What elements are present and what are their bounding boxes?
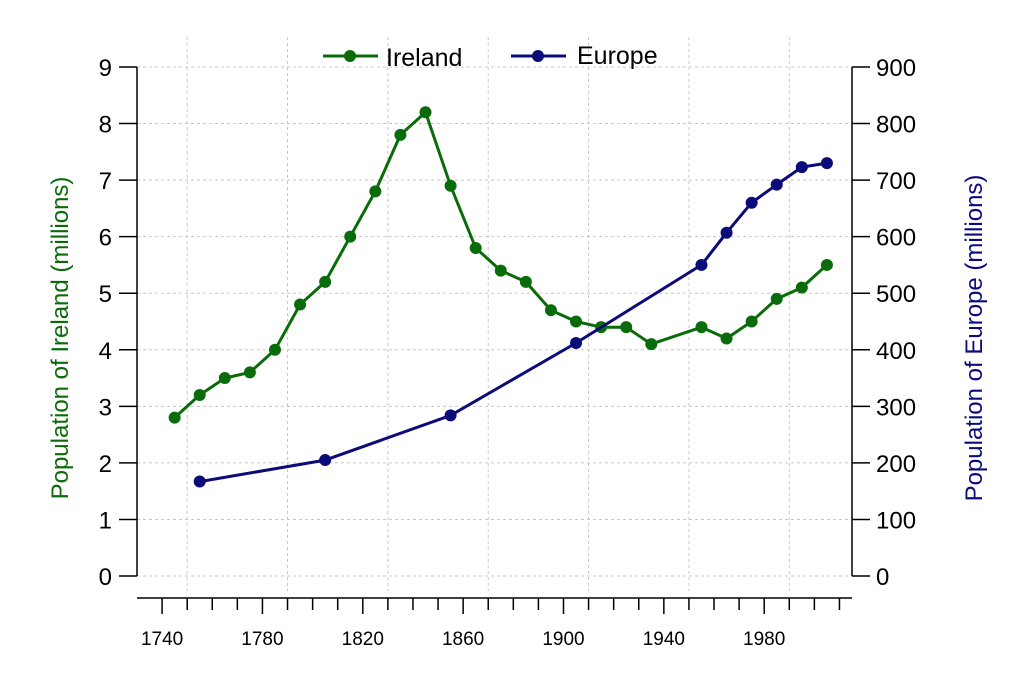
data-point-ireland [494,264,507,277]
data-point-europe [193,475,206,488]
data-point-ireland [193,389,206,402]
left-tick-label: 8 [99,112,112,139]
data-point-ireland [419,106,432,119]
right-axis-title: Population of Europe (millions) [961,175,988,502]
series-line-europe [199,161,828,484]
right-tick-label: 300 [876,394,916,421]
legend-europe-label: Europe [577,42,658,70]
data-point-ireland [620,321,633,334]
data-point-ireland [695,321,708,334]
x-tick-label: 1740 [141,629,183,650]
left-tick-label: 4 [99,338,112,365]
data-point-ireland [770,292,783,305]
left-tick-label: 2 [99,451,112,478]
x-tick-label: 1980 [743,629,785,650]
grid [137,37,852,591]
legend-europe-swatch-marker [532,50,544,62]
x-tick-label: 1780 [241,629,283,650]
legend: Ireland Europe [323,42,658,72]
data-point-ireland [444,179,457,192]
x-tick-label: 1940 [643,629,685,650]
data-point-europe [720,226,733,239]
left-tick-label: 7 [99,168,112,195]
left-tick-label: 3 [99,394,112,421]
right-tick-label: 400 [876,338,916,365]
data-point-ireland [294,298,307,311]
axes: 0 1 2 3 4 5 6 7 8 9 0 100 200 300 400 500 600 700 800 900 17… [99,55,916,650]
legend-item-ireland: Ireland [323,44,462,72]
data-point-europe [444,409,457,422]
right-tick-label: 200 [876,451,916,478]
data-point-ireland [519,275,532,288]
data-point-ireland [319,275,332,288]
right-tick-label: 800 [876,112,916,139]
data-point-ireland [394,128,407,141]
data-point-europe [570,336,583,349]
x-tick-label: 1820 [342,629,384,650]
left-tick-label: 0 [99,564,112,591]
left-tick-label: 9 [99,55,112,82]
data-point-ireland [344,230,357,243]
right-tick-label: 900 [876,55,916,82]
right-tick-label: 600 [876,225,916,252]
left-tick-label: 6 [99,225,112,252]
data-point-ireland [720,332,733,345]
x-tick-label: 1860 [442,629,484,650]
data-point-ireland [168,411,181,424]
data-point-ireland [795,281,808,294]
data-point-europe [319,454,332,467]
data-point-ireland [645,338,658,351]
legend-ireland-swatch-marker [344,50,356,62]
left-axis-title: Population of Ireland (millions) [47,177,74,500]
right-tick-label: 500 [876,281,916,308]
data-point-ireland [218,372,231,385]
data-point-europe [770,178,783,191]
data-point-ireland [544,304,557,317]
x-tick-label: 1900 [542,629,584,650]
right-tick-label: 0 [876,564,889,591]
data-point-ireland [369,185,382,198]
data-point-ireland [243,366,256,379]
data-point-europe [795,161,808,174]
legend-item-europe: Europe [511,42,658,70]
legend-ireland-label: Ireland [386,44,462,72]
data-point-ireland [469,241,482,254]
data-point-europe [820,157,833,170]
data-point-europe [695,258,708,271]
left-tick-label: 1 [99,507,112,534]
left-tick-label: 5 [99,281,112,308]
right-tick-label: 700 [876,168,916,195]
data-point-ireland [268,343,281,356]
data-point-ireland [570,315,583,328]
data-point-ireland [745,315,758,328]
series [168,106,833,488]
data-point-europe [745,196,758,209]
data-point-ireland [820,258,833,271]
right-tick-label: 100 [876,507,916,534]
